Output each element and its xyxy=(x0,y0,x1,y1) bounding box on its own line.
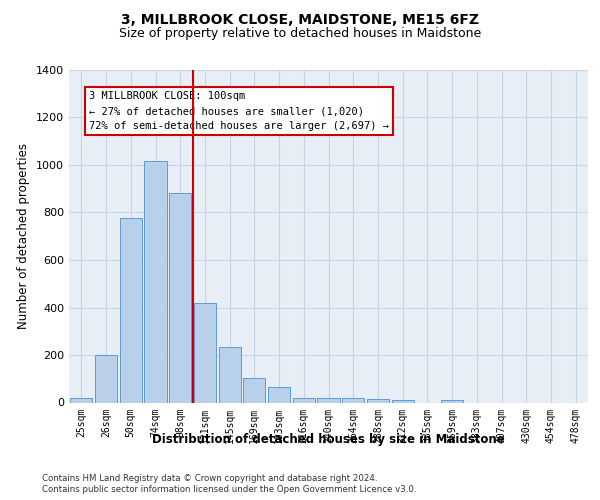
Bar xyxy=(218,346,241,403)
Bar xyxy=(342,398,364,402)
Bar xyxy=(95,355,117,403)
Bar xyxy=(194,302,216,402)
Bar xyxy=(268,387,290,402)
Bar xyxy=(70,398,92,402)
Bar xyxy=(243,378,265,402)
Text: Contains public sector information licensed under the Open Government Licence v3: Contains public sector information licen… xyxy=(42,485,416,494)
Text: Contains HM Land Registry data © Crown copyright and database right 2024.: Contains HM Land Registry data © Crown c… xyxy=(42,474,377,483)
Bar xyxy=(293,398,315,402)
Text: 3, MILLBROOK CLOSE, MAIDSTONE, ME15 6FZ: 3, MILLBROOK CLOSE, MAIDSTONE, ME15 6FZ xyxy=(121,12,479,26)
Text: Size of property relative to detached houses in Maidstone: Size of property relative to detached ho… xyxy=(119,28,481,40)
Text: 3 MILLBROOK CLOSE: 100sqm
← 27% of detached houses are smaller (1,020)
72% of se: 3 MILLBROOK CLOSE: 100sqm ← 27% of detac… xyxy=(89,92,389,131)
Bar xyxy=(441,400,463,402)
Bar xyxy=(392,400,414,402)
Bar xyxy=(119,218,142,402)
Bar xyxy=(367,399,389,402)
Bar xyxy=(317,398,340,402)
Y-axis label: Number of detached properties: Number of detached properties xyxy=(17,143,31,329)
Bar xyxy=(169,194,191,402)
Text: Distribution of detached houses by size in Maidstone: Distribution of detached houses by size … xyxy=(152,432,505,446)
Bar xyxy=(145,162,167,402)
